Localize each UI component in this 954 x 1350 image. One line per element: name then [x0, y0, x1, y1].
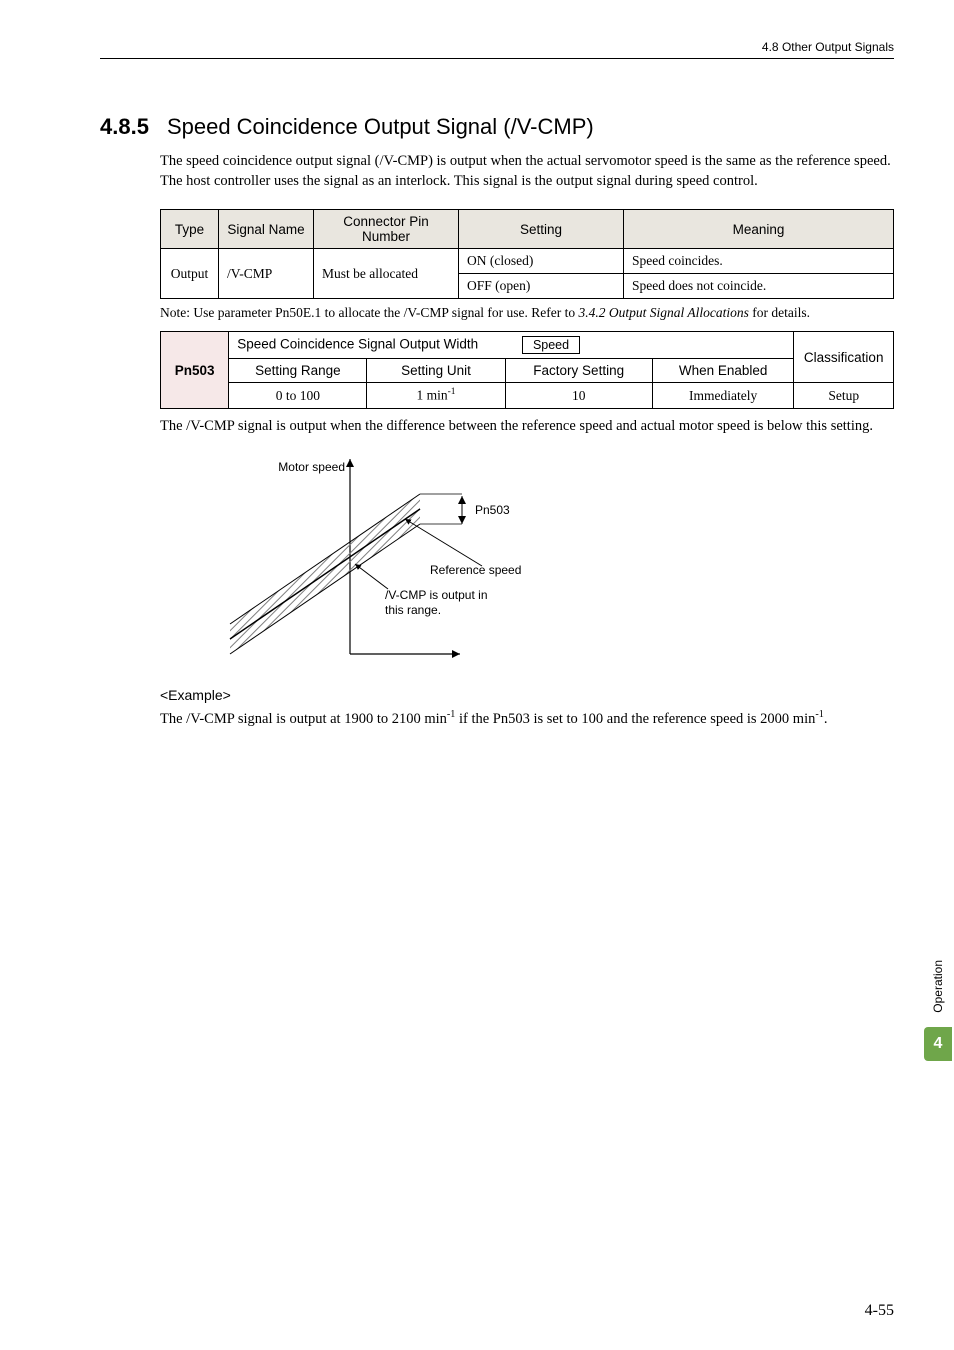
- intro-paragraph: The speed coincidence output signal (/V-…: [160, 152, 894, 191]
- th-signal: Signal Name: [219, 210, 314, 249]
- breadcrumb: 4.8 Other Output Signals: [100, 40, 894, 54]
- speed-diagram: Motor speed Pn503 Reference speed /V-CMP…: [160, 454, 894, 669]
- value-when: Immediately: [652, 383, 794, 409]
- table-row: Pn503 Speed Coincidence Signal Output Wi…: [161, 332, 894, 359]
- table-row: 0 to 100 1 min-1 10 Immediately Setup: [161, 383, 894, 409]
- param-title: Speed Coincidence Signal Output Width: [237, 337, 478, 352]
- example-paragraph: The /V-CMP signal is output at 1900 to 2…: [160, 708, 894, 729]
- cell-setting: OFF (open): [459, 274, 624, 299]
- diagram-pn-label: Pn503: [475, 503, 510, 517]
- after-table-paragraph: The /V-CMP signal is output when the dif…: [160, 417, 894, 437]
- diagram-range-l1: /V-CMP is output in: [385, 588, 488, 602]
- cell-meaning: Speed coincides.: [624, 249, 894, 274]
- table-row: Setting Range Setting Unit Factory Setti…: [161, 359, 894, 383]
- note-prefix: Note: Use parameter Pn50E.1 to allocate …: [160, 305, 579, 320]
- table-row: Output /V-CMP Must be allocated ON (clos…: [161, 249, 894, 274]
- cell-setting: ON (closed): [459, 249, 624, 274]
- table-header-row: Type Signal Name Connector Pin Number Se…: [161, 210, 894, 249]
- section-heading: 4.8.5 Speed Coincidence Output Signal (/…: [100, 114, 894, 140]
- speed-badge: Speed: [522, 336, 580, 354]
- parameter-table: Pn503 Speed Coincidence Signal Output Wi…: [160, 331, 894, 409]
- example-sup2: -1: [815, 709, 823, 720]
- value-unit: 1 min-1: [367, 383, 505, 409]
- header-rule: [100, 58, 894, 59]
- cell-meaning: Speed does not coincide.: [624, 274, 894, 299]
- example-text-a: The /V-CMP signal is output at 1900 to 2…: [160, 711, 447, 727]
- example-text-b: if the Pn503 is set to 100 and the refer…: [455, 711, 815, 727]
- diagram-range-l2: this range.: [385, 603, 441, 617]
- page-number: 4-55: [865, 1302, 894, 1320]
- value-range: 0 to 100: [229, 383, 367, 409]
- param-title-cell: Speed Coincidence Signal Output Width Sp…: [229, 332, 794, 359]
- value-factory: 10: [505, 383, 652, 409]
- th-type: Type: [161, 210, 219, 249]
- diagram-motor-speed-label: Motor speed: [278, 460, 345, 474]
- th-setting: Setting: [459, 210, 624, 249]
- chapter-badge: 4: [924, 1027, 952, 1061]
- subheader-unit: Setting Unit: [367, 359, 505, 383]
- param-code: Pn503: [161, 332, 229, 409]
- value-classification: Setup: [794, 383, 894, 409]
- side-tab: Operation 4: [922, 960, 954, 1061]
- th-connector: Connector Pin Number: [314, 210, 459, 249]
- subheader-factory: Factory Setting: [505, 359, 652, 383]
- classification-header: Classification: [794, 332, 894, 383]
- example-text-c: .: [824, 711, 828, 727]
- subheader-when: When Enabled: [652, 359, 794, 383]
- subheader-range: Setting Range: [229, 359, 367, 383]
- example-heading: <Example>: [160, 687, 894, 703]
- section-number: 4.8.5: [100, 114, 149, 140]
- unit-text: 1 min: [416, 388, 447, 403]
- signal-table: Type Signal Name Connector Pin Number Se…: [160, 209, 894, 299]
- cell-connector: Must be allocated: [314, 249, 459, 299]
- unit-sup: -1: [448, 387, 456, 397]
- note-line: Note: Use parameter Pn50E.1 to allocate …: [160, 305, 894, 321]
- section-title: Speed Coincidence Output Signal (/V-CMP): [167, 114, 594, 140]
- diagram-ref-speed-label: Reference speed: [430, 563, 521, 577]
- th-meaning: Meaning: [624, 210, 894, 249]
- note-link: 3.4.2 Output Signal Allocations: [579, 305, 749, 320]
- cell-signal: /V-CMP: [219, 249, 314, 299]
- cell-type: Output: [161, 249, 219, 299]
- side-label: Operation: [931, 960, 945, 1013]
- note-suffix: for details.: [749, 305, 810, 320]
